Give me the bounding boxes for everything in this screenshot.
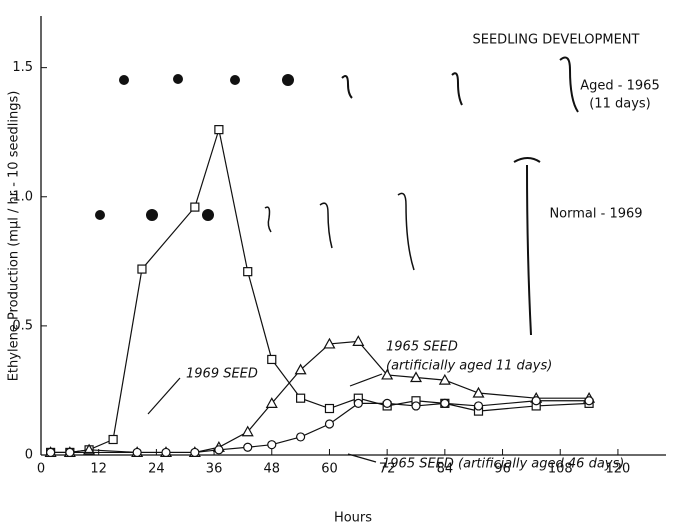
annotation-arrows (147, 373, 383, 463)
data-point (382, 398, 392, 408)
data-point (243, 267, 253, 277)
data-point (65, 447, 75, 458)
x-tick-label: 108 (548, 462, 573, 477)
data-point (243, 442, 253, 452)
data-point (137, 264, 147, 274)
data-point (46, 447, 56, 458)
data-point (440, 398, 450, 408)
x-axis-label: Hours (334, 511, 372, 526)
data-point (296, 393, 306, 403)
data-point (214, 445, 224, 455)
data-point (323, 337, 336, 349)
x-tick-label: 72 (379, 462, 396, 477)
annotation: (11 days) (589, 97, 651, 112)
data-point (353, 398, 363, 408)
data-point (241, 425, 254, 437)
y-tick-label: 1.0 (12, 189, 33, 204)
data-point (324, 403, 335, 414)
x-tick-label: 96 (494, 462, 511, 477)
data-point (296, 432, 306, 442)
data-point (190, 447, 200, 458)
data-point (267, 354, 277, 365)
annotation: 1965 SEED (artificially aged 46 days) (382, 457, 624, 472)
data-point (161, 447, 171, 458)
x-tick-label: 84 (437, 462, 454, 477)
annotation: Normal - 1969 (549, 207, 642, 222)
annotation: 1965 SEED (386, 340, 458, 355)
data-point (438, 373, 451, 385)
y-axis-label: Ethylene Production (mμl / hr - 10 seedl… (7, 91, 22, 382)
data-point (381, 368, 394, 380)
x-tick-label: 60 (321, 462, 338, 477)
data-point (531, 396, 541, 406)
x-tick-label: 36 (206, 462, 223, 477)
annotation: Aged - 1965 (580, 79, 659, 94)
data-point (352, 335, 365, 346)
x-tick-label: 24 (148, 462, 165, 477)
data-point (214, 125, 224, 135)
series-line (50, 129, 590, 454)
data-point (132, 447, 142, 458)
seedling-drawings (95, 56, 579, 336)
y-tick-label: 1.5 (12, 60, 33, 75)
data-point (411, 401, 421, 411)
data-point (584, 396, 594, 406)
x-tick-label: 12 (90, 462, 107, 477)
x-tick-label: 0 (37, 462, 45, 477)
x-tick-label: 120 (606, 462, 631, 477)
y-tick-label: 0.5 (12, 318, 33, 333)
data-point (409, 371, 423, 383)
annotation: (artificially aged 11 days) (386, 359, 552, 374)
data-point (473, 401, 484, 411)
data-point (83, 443, 96, 455)
data-point (267, 440, 277, 450)
data-point (108, 434, 118, 445)
annotation: 1969 SEED (186, 367, 258, 382)
data-point (472, 386, 485, 398)
annotation: SEEDLING DEVELOPMENT (473, 33, 640, 48)
y-tick-label: 0 (25, 448, 33, 463)
data-point (190, 202, 200, 212)
x-tick-label: 48 (263, 462, 280, 477)
data-point (294, 363, 307, 375)
data-point (265, 397, 278, 408)
data-point (324, 419, 335, 429)
